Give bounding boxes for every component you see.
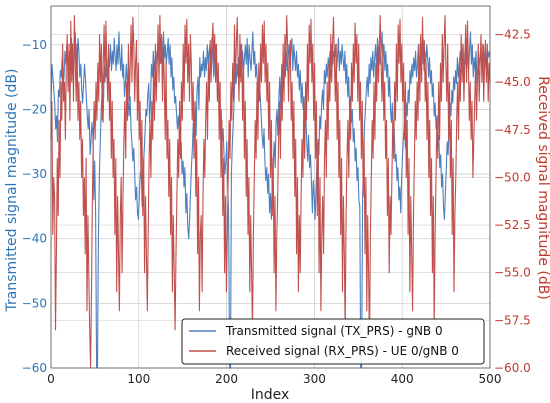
- y-right-tick-label: −50.0: [494, 170, 531, 184]
- y-right-tick-label: −52.5: [494, 218, 531, 232]
- legend-label-transmitted: Transmitted signal (TX_PRS) - gNB 0: [225, 324, 443, 338]
- series-received: [50, 14, 491, 369]
- legend-label-received: Received signal (RX_PRS) - UE 0/gNB 0: [226, 344, 459, 358]
- legend: Transmitted signal (TX_PRS) - gNB 0 Rece…: [181, 318, 485, 365]
- y-left-tick-label: −10: [22, 38, 47, 52]
- y-right-tick-label: −60.0: [494, 361, 531, 375]
- y-right-tick-label: −55.0: [494, 266, 531, 280]
- x-tick-label: 500: [479, 372, 502, 386]
- y-right-tick-label: −57.5: [494, 313, 531, 327]
- x-axis-title: Index: [251, 387, 290, 403]
- y-right-tick-label: −47.5: [494, 123, 531, 137]
- y-left-tick-label: −30: [22, 167, 47, 181]
- y-left-tick-label: −40: [22, 232, 47, 246]
- y-left-tick-label: −60: [22, 361, 47, 375]
- x-tick-label: 300: [303, 372, 326, 386]
- legend-box: [181, 318, 485, 365]
- x-tick-label: 100: [127, 372, 150, 386]
- series-transmitted: [50, 31, 491, 369]
- x-tick-labels: 0 100 200 300 400 500: [47, 372, 501, 386]
- series-line: [50, 14, 491, 369]
- x-tick-label: 0: [47, 372, 55, 386]
- y-right-tick-labels: −60.0 −57.5 −55.0 −52.5 −50.0 −47.5 −45.0 −42.5: [494, 28, 531, 375]
- x-tick-label: 400: [391, 372, 414, 386]
- y-right-tick-label: −42.5: [494, 28, 531, 42]
- series-line: [50, 31, 491, 369]
- plot-frame: [50, 5, 491, 369]
- y-left-tick-label: −20: [22, 102, 47, 116]
- y-left-tick-label: −50: [22, 296, 47, 310]
- y-left-tick-labels: −60 −50 −40 −30 −20 −10: [22, 38, 47, 375]
- y-left-axis-title: Transmitted signal magnitude (dB): [4, 69, 20, 313]
- x-tick-label: 200: [215, 372, 238, 386]
- y-right-axis-title: Received signal magnitude (dB): [535, 76, 550, 300]
- y-right-tick-label: −45.0: [494, 75, 531, 89]
